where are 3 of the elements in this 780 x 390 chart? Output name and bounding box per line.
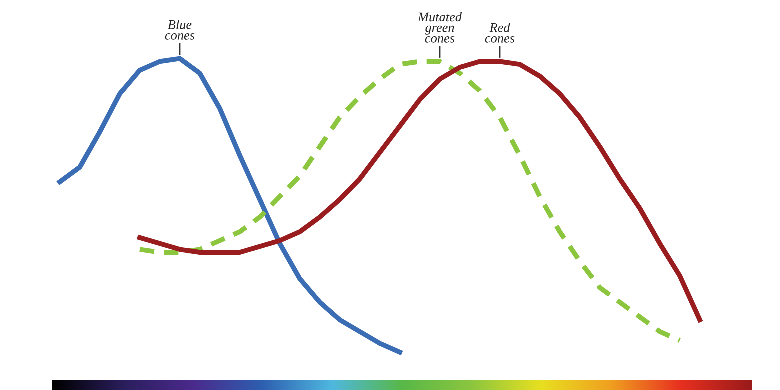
series-label: Red cones <box>485 22 515 43</box>
series-label: Blue cones <box>165 20 195 40</box>
series-label: Mutated green cones <box>418 12 462 43</box>
